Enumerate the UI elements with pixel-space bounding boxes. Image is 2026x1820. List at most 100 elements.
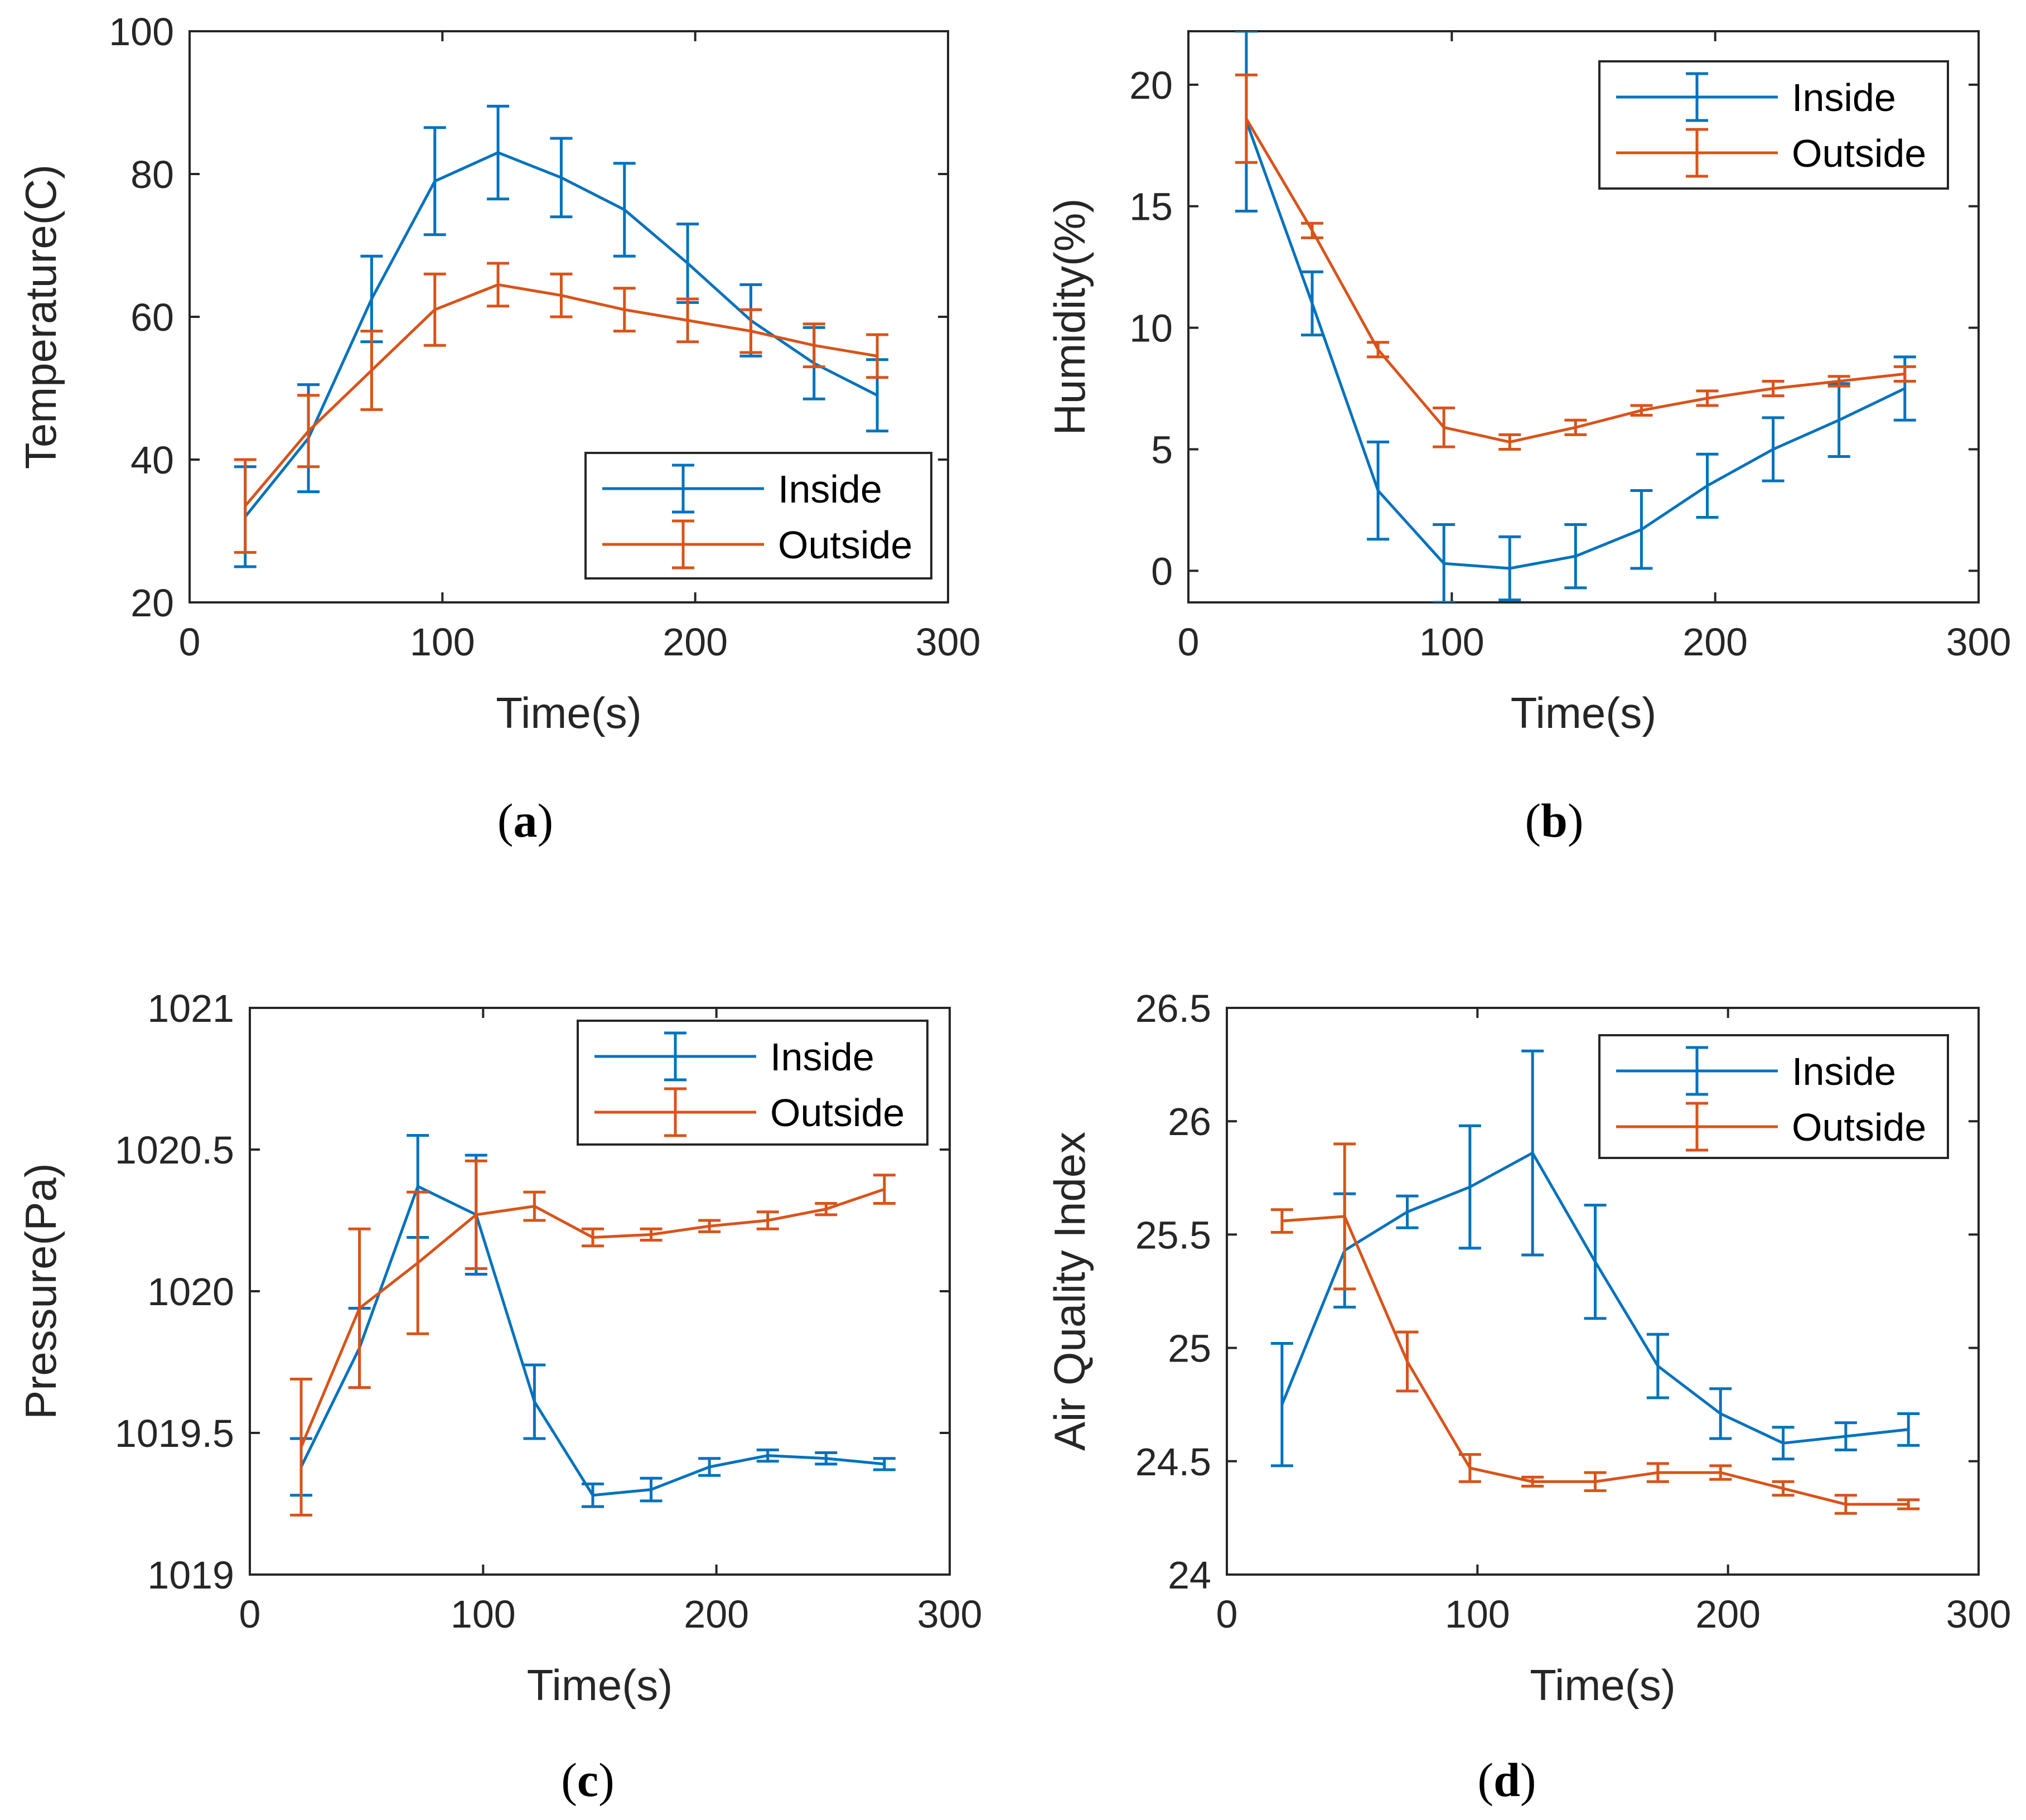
panel-caption: (c) <box>561 1753 614 1807</box>
error-bar-outside <box>523 1190 546 1222</box>
y-tick-label: 25.5 <box>1135 1213 1211 1257</box>
x-tick-label: 300 <box>1946 1592 2012 1636</box>
y-tick-label: 26 <box>1168 1100 1211 1143</box>
x-tick-label: 0 <box>179 620 201 664</box>
chart-panel-d: 0 100 200 300 24 24.5 25 25.5 26 26.5 Time(s) Air Q… <box>1045 987 2011 1807</box>
y-tick-label: 40 <box>130 438 174 482</box>
y-tick-label: 24 <box>1168 1553 1211 1597</box>
series-group <box>1235 31 1916 602</box>
y-tick-label: 24.5 <box>1135 1440 1211 1484</box>
error-bar-outside <box>1396 1330 1419 1393</box>
error-bar-inside <box>523 1363 546 1440</box>
error-bar-inside <box>1270 1341 1293 1467</box>
series-group <box>234 104 889 568</box>
error-bar-inside <box>1772 1426 1795 1461</box>
error-bar-outside <box>297 394 320 469</box>
y-tick-label: 1021 <box>147 987 234 1030</box>
error-bar-inside <box>1367 440 1390 541</box>
chart-panel-b: 0 100 200 300 0 5 10 15 20 Time(s) Humidity(%) Insi… <box>1045 30 2012 847</box>
error-bar-outside <box>581 1227 604 1248</box>
y-tick-label: 60 <box>130 296 174 339</box>
legend: Inside Outside <box>1598 1034 1949 1159</box>
error-bar-inside <box>640 1476 663 1503</box>
error-bar-inside <box>613 162 636 258</box>
error-bar-inside <box>1300 270 1323 337</box>
error-bar-inside <box>581 1482 604 1508</box>
error-bar-inside <box>1897 1412 1920 1447</box>
caption-letter: b <box>1541 794 1568 847</box>
x-tick-label: 300 <box>1946 620 2012 664</box>
error-bar-outside <box>360 330 383 411</box>
error-bar-outside <box>802 322 825 369</box>
error-bar-inside <box>1396 1194 1419 1229</box>
x-tick-label: 300 <box>917 1592 983 1636</box>
legend-label-outside: Outside <box>1792 132 1926 175</box>
legend: Inside Outside <box>1598 60 1949 190</box>
caption-close: ) <box>1568 794 1584 847</box>
y-tick-label: 1020.5 <box>115 1128 234 1172</box>
error-bar-outside <box>1564 418 1587 436</box>
error-bar-outside <box>1646 1462 1669 1483</box>
error-bar-outside <box>1772 1480 1795 1497</box>
error-bar-inside <box>1458 1124 1481 1250</box>
error-bar-inside <box>756 1448 779 1463</box>
error-bar-outside <box>1333 1142 1356 1291</box>
error-bar-inside <box>1834 1421 1857 1451</box>
error-bar-inside <box>873 1457 896 1471</box>
y-tick-label: 25 <box>1168 1327 1211 1370</box>
error-bar-outside <box>1897 1498 1920 1510</box>
y-tick-label: 26.5 <box>1135 987 1211 1030</box>
legend-box <box>584 452 932 580</box>
y-tick-label: 20 <box>130 581 174 625</box>
error-bar-outside <box>815 1202 838 1216</box>
error-bar-inside <box>1433 523 1456 602</box>
error-bar-inside <box>1630 489 1653 570</box>
y-tick-label: 20 <box>1129 64 1173 107</box>
error-bar-inside <box>1646 1333 1669 1399</box>
x-tick-label: 0 <box>1216 1592 1238 1636</box>
legend-box <box>577 1020 929 1146</box>
x-axis-label: Time(s) <box>1511 688 1656 737</box>
error-bar-outside <box>698 1219 721 1233</box>
error-bar-outside <box>1834 1494 1857 1515</box>
x-tick-label: 100 <box>1445 1592 1510 1636</box>
x-tick-label: 100 <box>410 620 475 664</box>
y-tick-label: 5 <box>1151 428 1173 471</box>
legend-label-inside: Inside <box>770 1035 874 1079</box>
x-tick-label: 200 <box>1695 1592 1761 1636</box>
error-bar-outside <box>1630 404 1653 417</box>
error-bar-outside <box>1300 221 1323 239</box>
x-axis-label: Time(s) <box>496 688 641 737</box>
legend-label-inside: Inside <box>778 467 882 511</box>
x-tick-label: 200 <box>684 1592 749 1636</box>
legend-label-outside: Outside <box>1792 1105 1926 1149</box>
caption-letter: d <box>1493 1753 1520 1807</box>
y-tick-label: 10 <box>1129 307 1173 350</box>
error-bar-inside <box>423 126 446 236</box>
legend-label-inside: Inside <box>1792 76 1896 119</box>
panel-caption: (b) <box>1525 794 1583 847</box>
error-bar-outside <box>640 1227 663 1242</box>
chart-panel-a: 0 100 200 300 20 40 60 80 100 Time(s) Temperature(… <box>16 10 980 847</box>
caption-open: ( <box>497 794 514 847</box>
caption-close: ) <box>1520 1753 1536 1807</box>
error-bar-outside <box>1270 1208 1293 1234</box>
error-bar-outside <box>487 262 510 308</box>
legend-label-inside: Inside <box>1792 1050 1896 1093</box>
error-bar-inside <box>1564 523 1587 590</box>
x-axis-label: Time(s) <box>527 1660 673 1710</box>
error-bar-outside <box>423 272 446 347</box>
error-bar-outside <box>407 1190 429 1335</box>
error-bar-outside <box>1367 341 1390 359</box>
x-tick-label: 100 <box>451 1592 516 1636</box>
error-bar-inside <box>1584 1204 1607 1320</box>
error-bar-outside <box>465 1159 487 1270</box>
y-axis-label: Air Quality Index <box>1045 1132 1094 1451</box>
x-axis-label: Time(s) <box>1530 1660 1675 1710</box>
x-tick-label: 0 <box>1178 620 1200 664</box>
legend-label-outside: Outside <box>778 523 912 567</box>
y-tick-label: 100 <box>109 10 174 54</box>
error-bar-outside <box>756 1210 779 1230</box>
error-bar-outside <box>1498 433 1521 451</box>
x-tick-label: 0 <box>239 1592 261 1636</box>
